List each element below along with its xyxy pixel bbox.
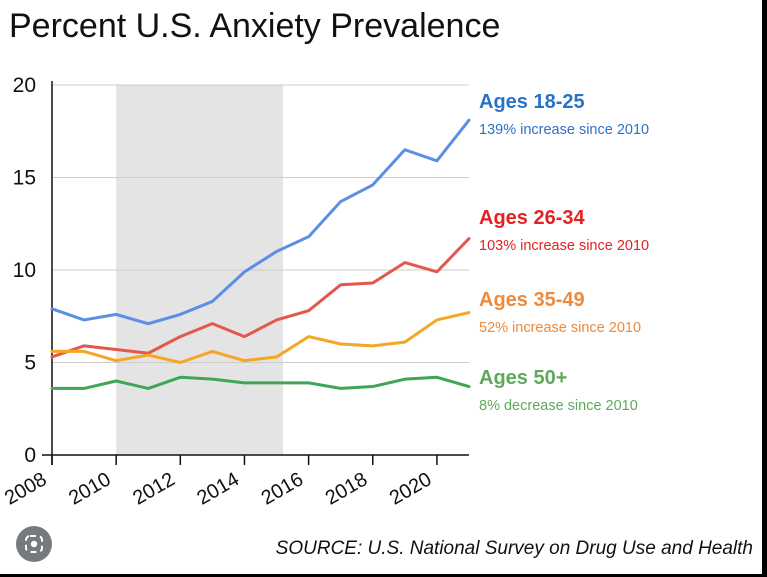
series-line-4 <box>50 375 471 390</box>
series-line-1 <box>50 118 471 326</box>
x-tick-label: 2020 <box>386 468 436 509</box>
y-tick-label: 20 <box>13 74 36 97</box>
x-tick-label: 2010 <box>65 468 115 509</box>
y-tick-label: 0 <box>24 444 36 467</box>
series-line-3 <box>50 311 471 364</box>
series-annotation: 139% increase since 2010 <box>479 122 649 138</box>
series-name-label: Ages 35-49 <box>479 289 585 311</box>
frame-right-border <box>762 0 767 577</box>
y-tick-label: 15 <box>13 167 36 190</box>
frame-bottom-border <box>0 574 767 577</box>
series-annotation: 8% decrease since 2010 <box>479 398 638 414</box>
y-tick-label: 10 <box>13 259 36 282</box>
x-tick-label: 2014 <box>193 468 243 509</box>
source-note: SOURCE: U.S. National Survey on Drug Use… <box>275 538 753 559</box>
series-name-label: Ages 50+ <box>479 367 567 389</box>
series-line-2 <box>50 237 471 359</box>
series-name-label: Ages 26-34 <box>479 207 585 229</box>
series-name-label: Ages 18-25 <box>479 91 585 113</box>
series-annotation: 52% increase since 2010 <box>479 320 641 336</box>
series-annotation: 103% increase since 2010 <box>479 238 649 254</box>
x-tick-label: 2018 <box>322 468 372 509</box>
chart-title: Percent U.S. Anxiety Prevalence <box>9 7 501 45</box>
y-tick-label: 5 <box>24 352 36 375</box>
lens-icon <box>25 535 43 553</box>
x-tick-label: 2008 <box>1 468 51 509</box>
x-tick-label: 2016 <box>258 468 308 509</box>
lens-button[interactable] <box>16 526 52 562</box>
x-tick-label: 2012 <box>129 468 179 509</box>
